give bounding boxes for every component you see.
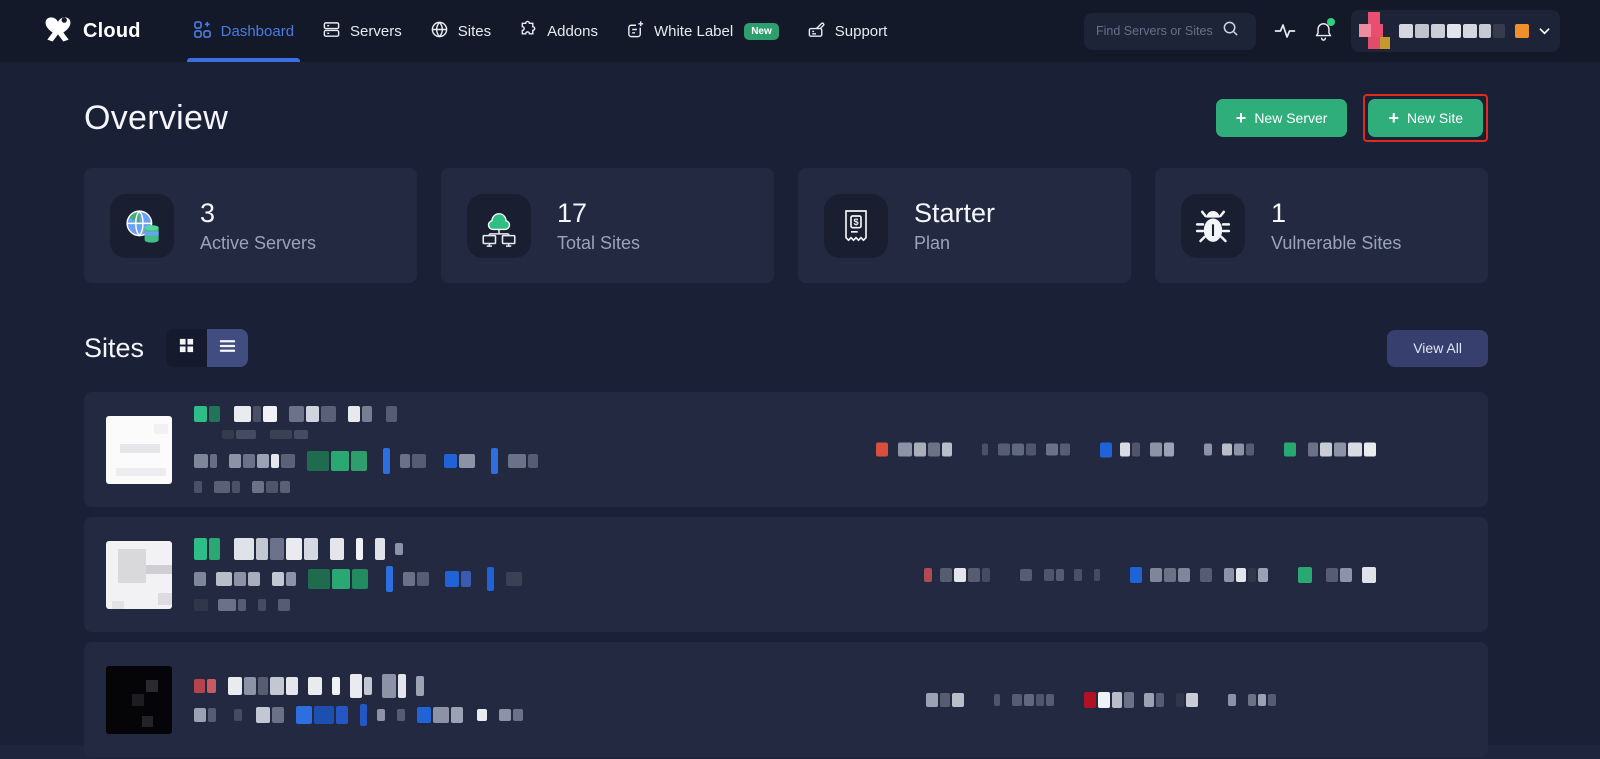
search-icon[interactable]	[1222, 20, 1239, 42]
new-badge: New	[744, 22, 779, 40]
viewport-bottom-edge	[0, 745, 1600, 759]
activity-icon[interactable]	[1274, 22, 1296, 40]
stat-label: Active Servers	[200, 233, 317, 254]
site-thumbnail[interactable]	[106, 540, 172, 609]
new-site-button[interactable]: + New Site	[1368, 99, 1483, 137]
new-server-button[interactable]: + New Server	[1215, 99, 1348, 137]
nav-label: Sites	[457, 22, 492, 40]
site-row[interactable]	[84, 517, 1488, 632]
site-row[interactable]	[84, 392, 1488, 507]
bug-icon	[1181, 193, 1245, 258]
stat-label: Vulnerable Sites	[1271, 233, 1402, 254]
site-info-redacted	[194, 535, 524, 615]
nav-item-white-label[interactable]: White Label New	[612, 0, 793, 62]
search-input[interactable]	[1096, 24, 1214, 38]
stats-row: 3 Active Servers 17 Total Sites	[84, 168, 1488, 283]
site-stats-redacted	[848, 442, 1378, 457]
stat-label: Plan	[914, 233, 951, 254]
site-info-redacted	[194, 403, 540, 497]
stat-value: 17	[557, 197, 588, 228]
notifications-bell-icon[interactable]	[1314, 18, 1335, 41]
nav-item-support[interactable]: Support	[793, 0, 902, 62]
nav-label: Addons	[547, 22, 598, 40]
grid-view-button[interactable]	[166, 329, 208, 367]
main-content: Overview + New Server + New Site	[0, 94, 1600, 757]
site-row[interactable]	[84, 642, 1488, 757]
plus-icon: +	[1235, 108, 1247, 128]
site-thumbnail[interactable]	[106, 415, 172, 484]
nav-item-dashboard[interactable]: Dashboard	[179, 0, 308, 62]
notification-dot	[1327, 18, 1335, 26]
support-icon	[807, 20, 826, 43]
nav-item-servers[interactable]: Servers	[308, 0, 416, 62]
nav-label: Support	[834, 22, 888, 40]
servers-icon	[322, 20, 341, 43]
globe-icon	[430, 20, 449, 43]
nav-label: White Label	[653, 22, 734, 40]
nav-label: Servers	[350, 22, 402, 40]
global-search[interactable]	[1084, 12, 1256, 50]
nav-item-addons[interactable]: Addons	[505, 0, 612, 62]
stat-card-plan[interactable]: $ Starter Plan	[798, 168, 1131, 283]
stat-card-active-servers[interactable]: 3 Active Servers	[84, 168, 417, 283]
brand-name: Cloud	[83, 19, 141, 42]
globe-database-icon	[110, 193, 174, 258]
list-view-button[interactable]	[207, 329, 249, 367]
chevron-down-icon	[1539, 22, 1550, 40]
cloud-network-icon	[467, 193, 531, 258]
main-nav: Dashboard Servers Sites	[179, 0, 902, 62]
plus-icon: +	[1388, 108, 1399, 128]
sites-section-title: Sites	[84, 332, 145, 363]
xcloud-logo-icon	[40, 13, 76, 50]
site-thumbnail[interactable]	[106, 665, 172, 734]
user-name-redacted	[1399, 24, 1531, 38]
user-menu[interactable]	[1351, 10, 1560, 52]
page-title: Overview	[84, 98, 229, 137]
stat-label: Total Sites	[557, 233, 641, 254]
stat-card-vulnerable-sites[interactable]: 1 Vulnerable Sites	[1155, 168, 1488, 283]
grid-icon	[178, 337, 195, 359]
nav-label: Dashboard	[220, 22, 295, 40]
white-label-icon	[626, 20, 645, 43]
view-all-button[interactable]: View All	[1387, 329, 1488, 367]
stat-card-total-sites[interactable]: 17 Total Sites	[441, 168, 774, 283]
top-navbar: Cloud Dashboard Servers	[0, 0, 1600, 62]
new-site-label: New Site	[1406, 110, 1463, 126]
site-stats-redacted	[898, 691, 1278, 708]
view-mode-toggle	[166, 329, 249, 367]
dashboard-icon	[193, 20, 212, 43]
site-stats-redacted	[896, 566, 1378, 583]
brand-logo[interactable]: Cloud	[40, 13, 141, 50]
nav-item-sites[interactable]: Sites	[416, 0, 505, 62]
avatar	[1359, 11, 1391, 51]
puzzle-icon	[519, 20, 538, 43]
new-server-label: New Server	[1254, 110, 1328, 126]
stat-value: Starter	[914, 197, 996, 228]
list-icon	[219, 339, 236, 358]
site-info-redacted	[194, 671, 525, 729]
stat-value: 1	[1271, 197, 1287, 228]
annotation-highlight: + New Site	[1363, 94, 1488, 142]
svg-text:$: $	[853, 217, 858, 227]
billing-receipt-icon: $	[824, 193, 888, 258]
stat-value: 3	[200, 197, 216, 228]
